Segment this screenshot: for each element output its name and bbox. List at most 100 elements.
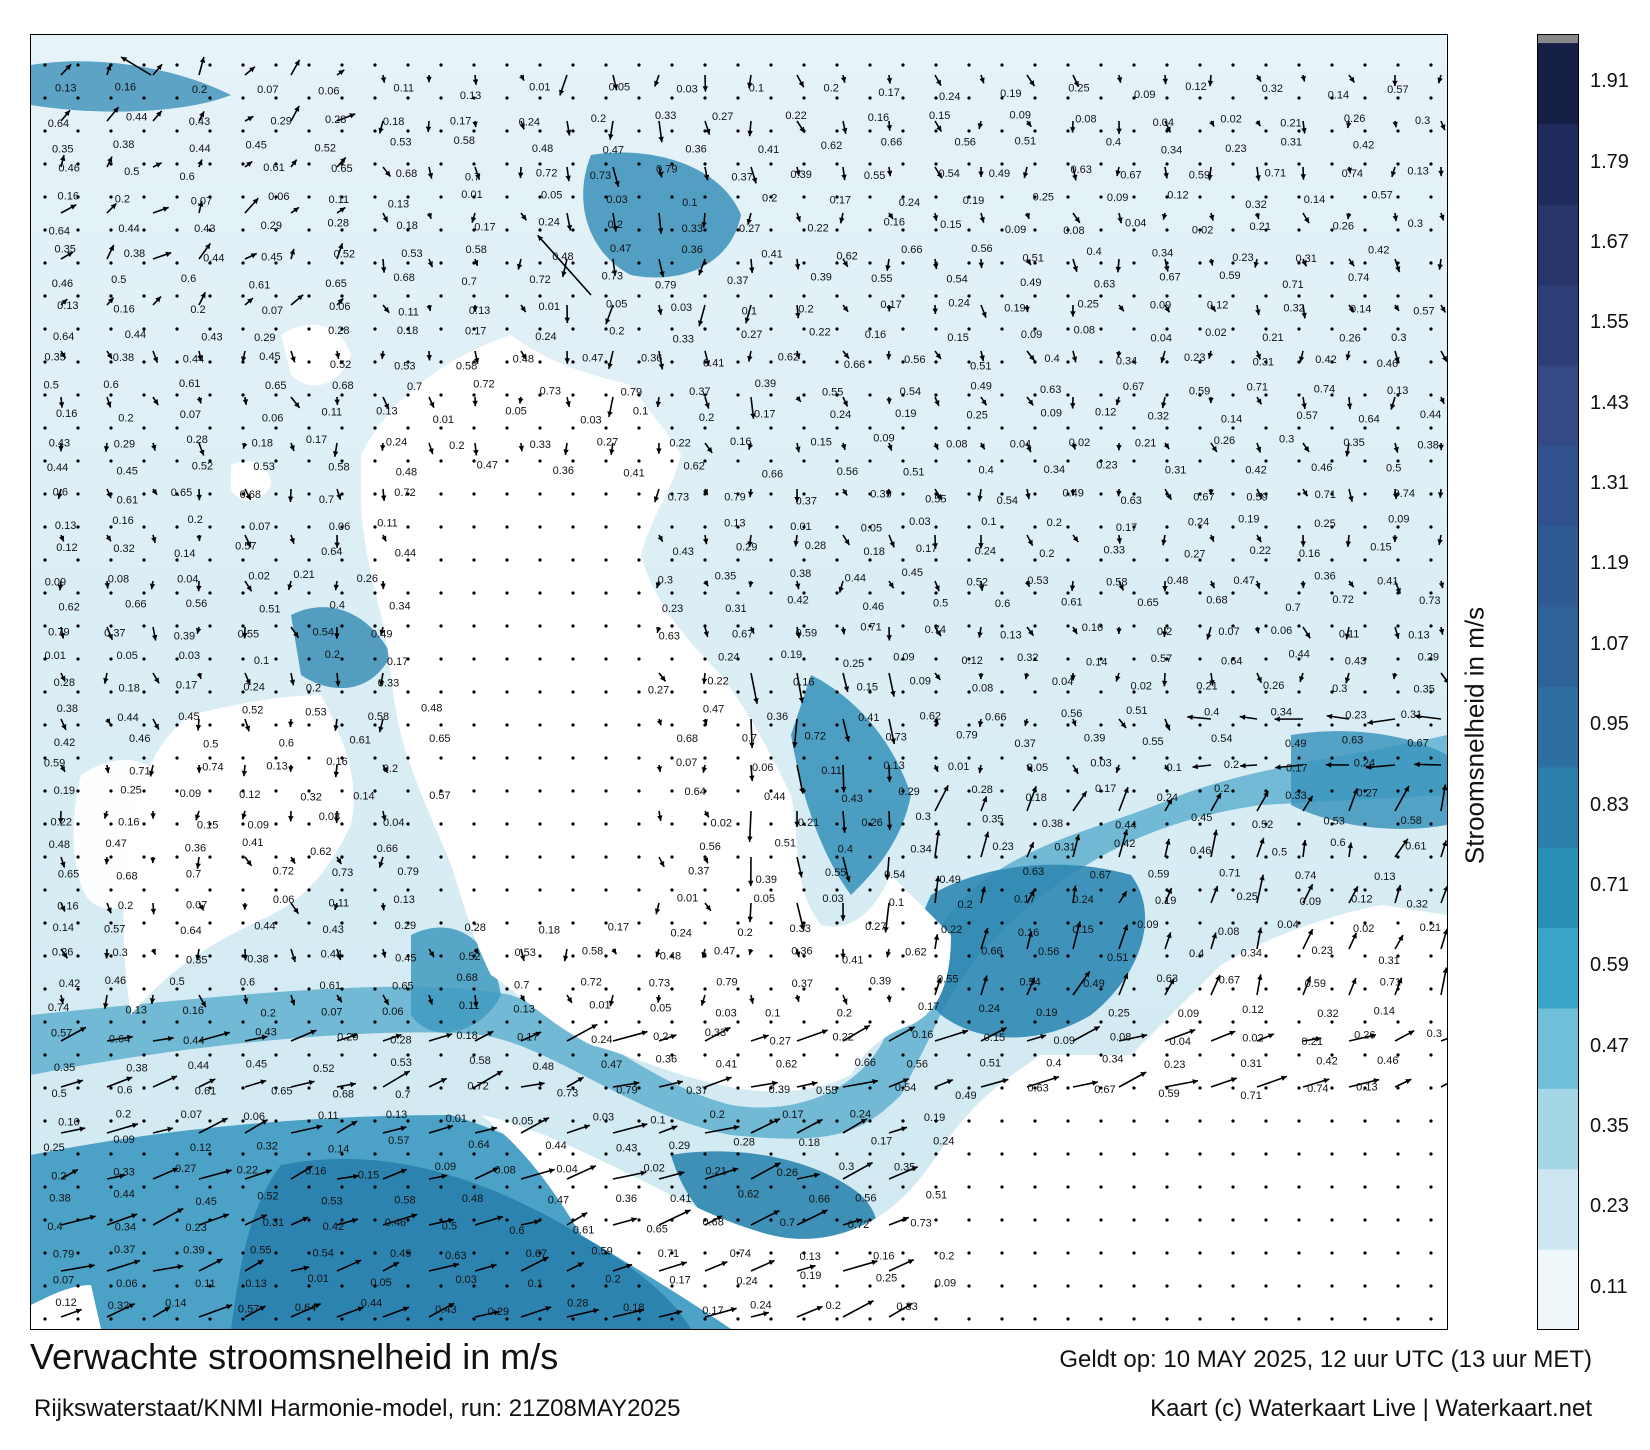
speed-label: 0.53	[253, 461, 274, 473]
speed-label: 0.02	[643, 1162, 664, 1174]
grid-dot	[934, 789, 938, 793]
grid-dot	[208, 690, 212, 694]
current-arrowhead	[1344, 633, 1351, 640]
grid-dot	[1396, 558, 1400, 562]
current-arrowhead	[565, 175, 571, 182]
speed-label: 0.14	[53, 922, 74, 934]
speed-label: 0.04	[1151, 332, 1172, 344]
current-arrowhead	[58, 402, 65, 408]
speed-label: 0.09	[1041, 408, 1062, 420]
current-arrowhead	[1211, 932, 1217, 939]
grid-dot	[307, 96, 311, 100]
speed-label: 0.55	[1142, 736, 1163, 748]
grid-dot	[637, 591, 641, 595]
grid-dot	[241, 393, 245, 397]
current-arrowhead	[936, 493, 942, 500]
speed-label: 0.33	[1285, 790, 1306, 802]
grid-dot	[1396, 393, 1400, 397]
current-arrowhead	[472, 79, 479, 85]
grid-dot	[901, 360, 905, 364]
current-arrowhead	[1352, 886, 1358, 893]
grid-dot	[1066, 1053, 1070, 1057]
speed-label: 0.62	[310, 846, 331, 858]
current-arrowhead	[400, 1168, 407, 1174]
grid-dot	[934, 591, 938, 595]
speed-label: 0.56	[971, 243, 992, 255]
speed-label: 0.43	[435, 1304, 456, 1316]
current-arrowhead	[657, 309, 663, 315]
current-arrow	[566, 1308, 600, 1318]
grid-dot	[274, 1251, 278, 1255]
current-arrowhead	[593, 1308, 600, 1314]
current-arrowhead	[426, 354, 432, 361]
current-arrowhead	[751, 177, 758, 184]
current-arrowhead	[1116, 538, 1123, 544]
grid-dot	[703, 1251, 707, 1255]
grid-dot	[835, 129, 839, 133]
current-arrowhead	[103, 446, 110, 452]
grid-dot	[472, 1020, 476, 1024]
speed-label: 0.09	[1388, 514, 1409, 526]
grid-dot	[670, 1251, 674, 1255]
current-arrow	[1026, 1075, 1060, 1088]
speed-label: 0.13	[55, 82, 76, 94]
grid-dot	[1330, 1053, 1334, 1057]
current-arrow	[842, 1260, 878, 1272]
grid-dot	[241, 294, 245, 298]
speed-label: 0.29	[1418, 652, 1439, 664]
speed-label: 0.13	[1408, 630, 1429, 642]
grid-dot	[1165, 162, 1169, 166]
grid-dot	[637, 657, 641, 661]
current-arrowhead	[1115, 266, 1122, 273]
speed-label: 0.17	[878, 87, 899, 99]
current-arrowhead	[1081, 791, 1087, 798]
grid-dot	[670, 921, 674, 925]
speed-label: 0.79	[621, 387, 642, 399]
speed-label: 0.6	[103, 379, 118, 391]
grid-dot	[1231, 624, 1235, 628]
grid-dot	[1099, 1152, 1103, 1156]
current-arrowhead	[1115, 766, 1121, 773]
speed-label: 0.49	[1063, 488, 1084, 500]
current-arrowhead	[492, 1167, 499, 1173]
current-arrowhead	[1440, 306, 1446, 313]
speed-label: 0.22	[941, 924, 962, 936]
speed-label: 0.13	[1407, 165, 1428, 177]
current-arrowhead	[657, 228, 664, 234]
speed-label: 0.58	[368, 711, 389, 723]
grid-dot	[670, 393, 674, 397]
current-arrowhead	[1280, 1075, 1287, 1081]
speed-label: 0.08	[946, 438, 967, 450]
current-arrowhead	[1161, 539, 1167, 546]
grid-dot	[1363, 294, 1367, 298]
current-arrowhead	[400, 1125, 407, 1132]
speed-label: 0.39	[756, 874, 777, 886]
grid-dot	[1363, 822, 1367, 826]
grid-dot	[736, 789, 740, 793]
grid-dot	[439, 96, 443, 100]
grid-dot	[1297, 459, 1301, 463]
grid-dot	[307, 855, 311, 859]
grid-dot	[241, 888, 245, 892]
speed-label: 0.28	[465, 922, 486, 934]
grid-dot	[769, 1251, 773, 1255]
current-arrowhead	[57, 493, 63, 499]
current-arrowhead	[242, 998, 249, 1004]
grid-dot	[637, 1185, 641, 1189]
grid-dot	[472, 129, 476, 133]
current-arrowhead	[222, 1213, 229, 1219]
grid-dot	[1363, 921, 1367, 925]
current-arrowhead	[656, 626, 662, 633]
current-arrowhead	[472, 121, 478, 128]
current-arrowhead	[978, 262, 984, 269]
current-arrow	[1440, 672, 1447, 683]
current-speed-map[interactable]: 0.13 0.16 0.2 0.07 0.06 0.11 0.13 0.01 0.05 0.03 0…	[30, 34, 1448, 1330]
grid-dot	[835, 294, 839, 298]
speed-label: 0.67	[1219, 975, 1240, 987]
current-arrowhead	[843, 352, 849, 359]
grid-dot	[802, 888, 806, 892]
grid-dot	[241, 756, 245, 760]
grid-dot	[439, 1185, 443, 1189]
grid-dot	[1000, 690, 1004, 694]
land-areas	[31, 324, 1447, 1329]
